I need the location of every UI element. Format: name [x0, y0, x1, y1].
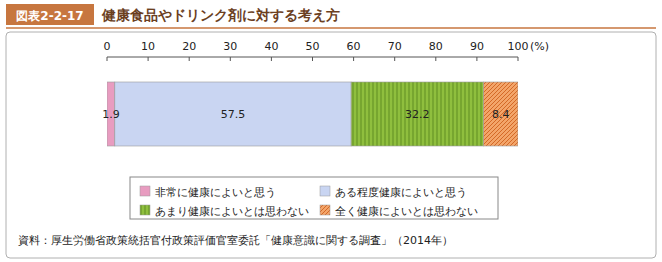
data-label: 1.9: [102, 108, 120, 121]
x-tick: [476, 57, 477, 61]
x-tick: [230, 57, 231, 61]
x-tick: [394, 57, 395, 61]
legend: 非常に健康によいと思う ある程度健康によいと思うあまり健康によいとは思わない 全く健…: [130, 177, 498, 219]
data-labels: 1.9 57.5 32.2 8.4: [102, 108, 509, 121]
legend-swatch: [320, 186, 330, 196]
x-tick-label: 70: [388, 40, 402, 53]
x-tick: [271, 57, 272, 61]
figure-number: 図表2-2-17: [16, 9, 83, 23]
legend-label: 非常に健康によいと思う: [155, 186, 276, 199]
x-tick-label: 20: [182, 40, 196, 53]
x-tick: [312, 57, 313, 61]
x-axis-label: (%): [530, 40, 549, 53]
bar-segment: [115, 82, 351, 146]
legend-label: 全く健康によいとは思わない: [335, 205, 478, 218]
x-tick: [435, 57, 436, 61]
legend-swatch: [140, 186, 150, 196]
bar-segment: [351, 82, 483, 146]
legend-label: ある程度健康によいと思う: [335, 186, 467, 199]
data-label: 32.2: [405, 108, 430, 121]
bars: [107, 82, 518, 146]
x-tick-label: 30: [223, 40, 237, 53]
source: 資料：厚生労働省政策統括官付政策評価官室委託「健康意識に関する調査」（2014年…: [18, 234, 453, 247]
figure-number-box: [6, 4, 94, 25]
x-tick-label: 10: [141, 40, 155, 53]
x-tick-label: 40: [264, 40, 278, 53]
data-label: 8.4: [492, 108, 510, 121]
x-tick-label: 50: [306, 40, 320, 53]
panel: [6, 32, 656, 258]
x-tick-label: 0: [104, 40, 111, 53]
legend-swatch: [320, 205, 330, 215]
x-tick: [107, 57, 108, 61]
bar-segment: [483, 82, 518, 146]
x-tick: [189, 57, 190, 61]
x-tick: [353, 57, 354, 61]
legend-label: あまり健康によいとは思わない: [155, 205, 309, 218]
chart: 図表2-2-17 健康食品やドリンク剤に対する考え方 0 10 20 30 40 50 60 70…: [0, 0, 662, 262]
title-rule: [6, 27, 656, 29]
data-label: 57.5: [221, 108, 246, 121]
x-tick-label: 60: [347, 40, 361, 53]
x-tick: [148, 57, 149, 61]
x-tick-label: 80: [429, 40, 443, 53]
title: 健康食品やドリンク剤に対する考え方: [101, 7, 340, 23]
x-tick-label: 90: [470, 40, 484, 53]
x-tick: [518, 57, 519, 61]
x-tick-label: 100: [508, 40, 529, 53]
legend-box: [130, 177, 498, 219]
legend-swatch: [140, 205, 150, 215]
